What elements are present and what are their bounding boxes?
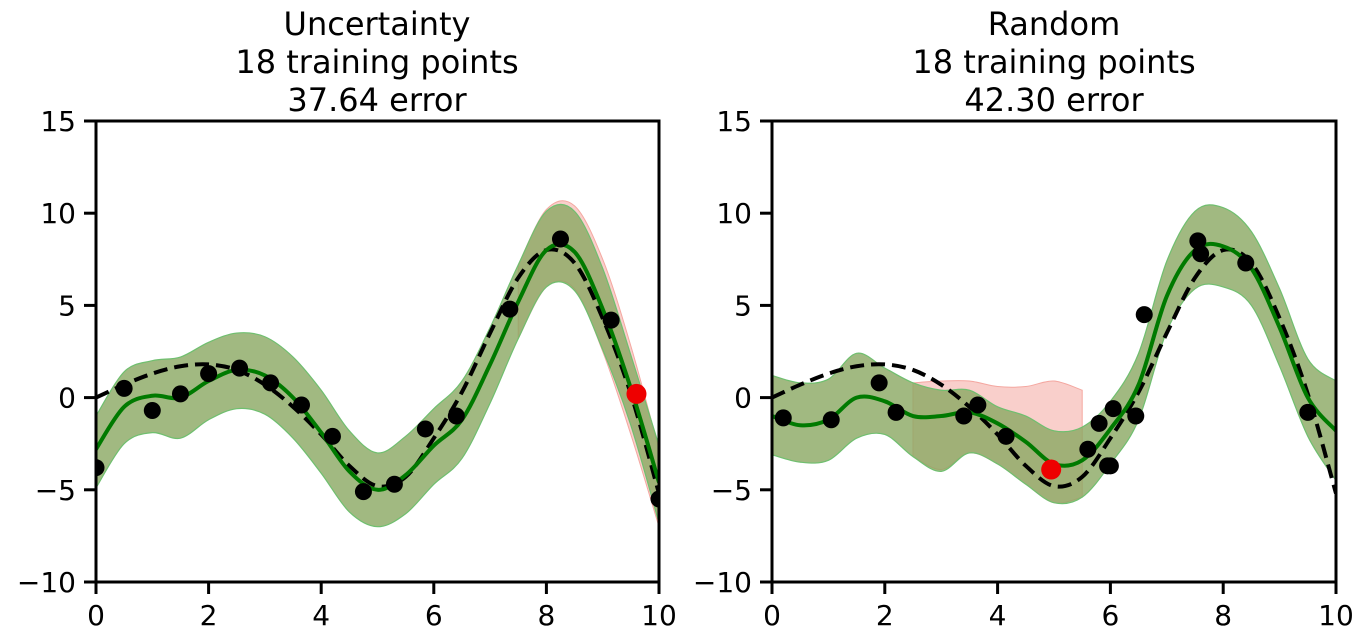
green-uncertainty-band (96, 203, 659, 528)
y-tick-label: 10 (40, 197, 76, 230)
y-tick-label: 5 (58, 289, 76, 322)
true-function-line (96, 247, 659, 495)
training-point (447, 407, 465, 425)
training-point (143, 402, 161, 420)
query-point (626, 383, 647, 404)
panel-title-line-1: Uncertainty (284, 5, 471, 43)
training-point (822, 411, 840, 429)
training-point (870, 374, 888, 392)
training-point (997, 427, 1015, 445)
green-uncertainty-band (772, 204, 1336, 505)
training-point (385, 475, 403, 493)
training-point (1135, 306, 1153, 324)
y-tick-label: 0 (58, 382, 76, 415)
training-point (1104, 400, 1122, 418)
training-point (1079, 440, 1097, 458)
x-tick-label: 10 (1318, 599, 1354, 632)
training-point (200, 365, 218, 383)
training-point (650, 490, 659, 508)
y-tick-label: 5 (734, 289, 752, 322)
training-point (1192, 245, 1210, 263)
x-tick-label: 0 (763, 599, 781, 632)
training-point (1127, 407, 1145, 425)
plot-area (96, 200, 659, 528)
training-point (115, 379, 133, 397)
plot-area (772, 204, 1336, 505)
y-tick-label: −10 (693, 566, 752, 599)
x-tick-label: 4 (989, 599, 1007, 632)
training-point (969, 396, 987, 414)
training-point (602, 311, 620, 329)
random-panel: Random 18 training points 42.30 error 0 2… (693, 5, 1354, 632)
panel-title-line-1: Random (988, 5, 1120, 43)
training-point (1090, 414, 1108, 432)
training-point (774, 409, 792, 427)
training-point (96, 459, 105, 477)
training-point (1237, 254, 1255, 272)
x-tick-label: 0 (87, 599, 105, 632)
training-point (231, 359, 249, 377)
y-tick-label: −5 (711, 474, 752, 507)
axes-frame (770, 119, 1338, 584)
training-point (323, 427, 341, 445)
y-tick-label: −10 (17, 566, 76, 599)
y-tick-label: −5 (35, 474, 76, 507)
x-tick-label: 2 (876, 599, 894, 632)
uncertainty-panel: Uncertainty 18 training points 37.64 err… (17, 5, 677, 632)
training-point (501, 300, 519, 318)
training-point (1101, 457, 1119, 475)
x-tick-label: 10 (641, 599, 677, 632)
training-point (262, 374, 280, 392)
y-tick-label: 10 (716, 197, 752, 230)
training-point (171, 385, 189, 403)
training-point (1189, 232, 1207, 250)
posterior-mean-line (96, 242, 659, 492)
training-point (955, 407, 973, 425)
x-tick-label: 6 (425, 599, 443, 632)
training-point (1299, 403, 1317, 421)
y-tick-label: 0 (734, 382, 752, 415)
training-point (416, 420, 434, 438)
y-tick-label: 15 (40, 105, 76, 138)
x-tick-label: 6 (1101, 599, 1119, 632)
y-tick-label: 15 (716, 105, 752, 138)
axes-frame (94, 119, 661, 584)
training-point (292, 396, 310, 414)
training-point (551, 230, 569, 248)
x-tick-label: 8 (537, 599, 555, 632)
query-point (1041, 459, 1062, 480)
panel-title-line-2: 18 training points (912, 43, 1195, 81)
true-function-line (772, 247, 1336, 495)
x-tick-label: 4 (312, 599, 330, 632)
training-point (354, 483, 372, 501)
x-tick-label: 8 (1214, 599, 1232, 632)
panel-title-line-2: 18 training points (235, 43, 518, 81)
panel-title-line-3: 37.64 error (287, 81, 467, 119)
training-point (887, 403, 905, 421)
panel-title-line-3: 42.30 error (964, 81, 1144, 119)
x-tick-label: 2 (200, 599, 218, 632)
